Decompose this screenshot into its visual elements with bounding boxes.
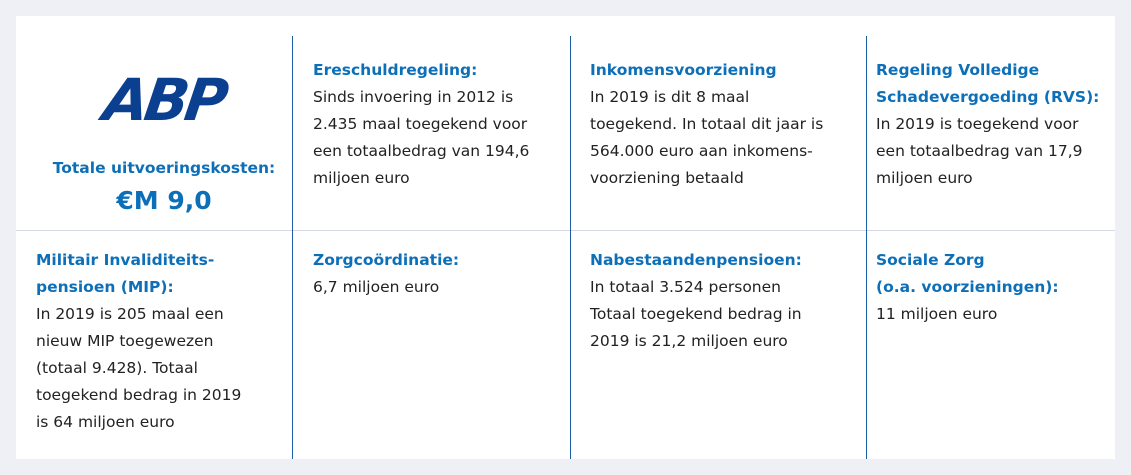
column-divider — [570, 36, 571, 459]
logo: ABP — [99, 66, 229, 134]
cell-text: een totaalbedrag van 17,9 — [876, 142, 1083, 160]
cell-text: In 2019 is 205 maal een — [36, 305, 224, 323]
cell-heading: Militair Invaliditeits- — [36, 251, 215, 269]
cell-heading: Nabestaandenpensioen: — [590, 251, 802, 269]
cell-heading: (o.a. voorzieningen): — [876, 278, 1059, 296]
cell-heading: Ereschuldregeling: — [313, 61, 478, 79]
cell-text: een totaalbedrag van 194,6 — [313, 142, 530, 160]
cell-text: is 64 miljoen euro — [36, 413, 175, 431]
cell-heading: pensioen (MIP): — [36, 278, 174, 296]
cell-text: nieuw MIP toegewezen — [36, 332, 214, 350]
column-divider — [866, 36, 867, 459]
cell-heading: Inkomensvoorziening — [590, 61, 777, 79]
cell-text: Sinds invoering in 2012 is — [313, 88, 514, 106]
cell-text: (totaal 9.428). Totaal — [36, 359, 198, 377]
cell-text: miljoen euro — [876, 169, 973, 187]
cell-text: In totaal 3.524 personen — [590, 278, 781, 296]
cell-text: toegekend bedrag in 2019 — [36, 386, 242, 404]
cell-text: 11 miljoen euro — [876, 305, 998, 323]
cell-text: 2.435 maal toegekend voor — [313, 115, 528, 133]
cell-heading: Schadevergoeding (RVS): — [876, 88, 1100, 106]
cell-text: Totaal toegekend bedrag in — [590, 305, 802, 323]
panel — [16, 16, 1115, 459]
cell-heading: Sociale Zorg — [876, 251, 985, 269]
cell-heading: Regeling Volledige — [876, 61, 1040, 79]
summary-value: €M 9,0 — [116, 186, 212, 215]
cell-text: 564.000 euro aan inkomens- — [590, 142, 813, 160]
row-divider — [16, 230, 1115, 231]
summary-label: Totale uitvoeringskosten: — [52, 159, 276, 177]
cell-text: In 2019 is toegekend voor — [876, 115, 1079, 133]
cell-text: miljoen euro — [313, 169, 410, 187]
cell-text: voorziening betaald — [590, 169, 744, 187]
cell-text: 2019 is 21,2 miljoen euro — [590, 332, 788, 350]
cell-heading: Zorgcoördinatie: — [313, 251, 460, 269]
cell-text: toegekend. In totaal dit jaar is — [590, 115, 824, 133]
column-divider — [292, 36, 293, 459]
cell-text: In 2019 is dit 8 maal — [590, 88, 750, 106]
cell-text: 6,7 miljoen euro — [313, 278, 440, 296]
